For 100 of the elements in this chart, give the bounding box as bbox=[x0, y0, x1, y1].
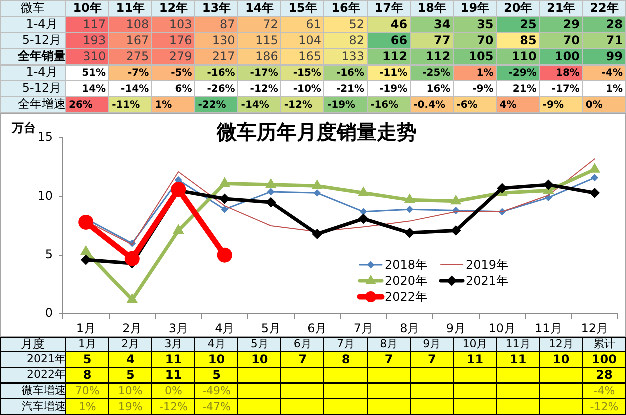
data-label: 176 bbox=[169, 34, 192, 48]
data-label: 275 bbox=[126, 50, 150, 64]
data-label: 115 bbox=[255, 34, 278, 48]
x-tick-label: 12月 bbox=[548, 337, 574, 350]
data-label: 1% bbox=[606, 84, 623, 96]
x-tick-label: 15年 bbox=[288, 0, 318, 15]
x-tick-label: 9月 bbox=[423, 337, 442, 350]
data-label: 70 bbox=[477, 34, 494, 48]
y-tick-label: 2022年 bbox=[27, 368, 66, 382]
data-label: 28 bbox=[596, 368, 613, 382]
data-label: 105 bbox=[468, 50, 494, 64]
data-label: 117 bbox=[83, 18, 106, 32]
data-label: -12% bbox=[590, 400, 619, 414]
x-tick-label: 10年 bbox=[73, 0, 102, 15]
data-label: 87 bbox=[220, 18, 236, 32]
data-label: 11 bbox=[165, 352, 182, 366]
x-tick-label: 2月 bbox=[122, 337, 140, 350]
data-label: 52 bbox=[349, 18, 365, 32]
x-tick-label: 14年 bbox=[245, 0, 274, 15]
data-label: 16% bbox=[426, 84, 451, 96]
data-label: 10 bbox=[553, 352, 570, 366]
data-label: 279 bbox=[169, 50, 192, 64]
data-label: 11 bbox=[466, 352, 484, 366]
data-label: 26% bbox=[69, 100, 93, 112]
data-label: 28 bbox=[606, 18, 623, 32]
data-label: -0.4% bbox=[414, 100, 446, 112]
data-label: 167 bbox=[126, 34, 150, 48]
y-tick-label: 1-4月 bbox=[26, 65, 58, 80]
data-label: 112 bbox=[426, 50, 451, 64]
data-label: 21% bbox=[512, 84, 537, 96]
x-tick-label: 4月 bbox=[215, 321, 235, 336]
data-label: 10 bbox=[251, 352, 268, 366]
x-tick-label: 8月 bbox=[400, 321, 420, 336]
x-tick-label: 累计 bbox=[593, 337, 616, 350]
data-label: -15% bbox=[293, 68, 322, 80]
data-label: 66 bbox=[390, 34, 408, 48]
data-label: -11% bbox=[380, 68, 408, 80]
x-tick-label: 5月 bbox=[250, 337, 269, 350]
y-tick-label: 全年销量 bbox=[17, 49, 66, 64]
y-tick-label: 2021年 bbox=[27, 352, 66, 366]
legend-label: 2021年 bbox=[466, 274, 509, 288]
data-label: -17% bbox=[552, 84, 580, 96]
x-tick-label: 20年 bbox=[504, 0, 533, 15]
data-label: 10% bbox=[118, 384, 143, 398]
x-tick-label: 12年 bbox=[159, 0, 188, 15]
data-label: -7% bbox=[128, 68, 150, 80]
x-tick-label: 9月 bbox=[446, 321, 466, 336]
x-tick-label: 16年 bbox=[332, 0, 360, 15]
x-tick-label: 1月 bbox=[78, 337, 97, 350]
data-label: -11% bbox=[112, 100, 140, 112]
data-label: 103 bbox=[169, 18, 192, 32]
y-tick-label: 微车增速 bbox=[22, 384, 66, 397]
data-label: -14% bbox=[121, 84, 150, 96]
x-tick-label: 19年 bbox=[460, 0, 490, 15]
x-tick-label: 5月 bbox=[261, 321, 281, 336]
x-tick-label: 11月 bbox=[506, 337, 531, 350]
data-label: -6% bbox=[456, 100, 478, 112]
data-label: -21% bbox=[336, 84, 365, 96]
data-label: 0% bbox=[164, 384, 182, 398]
data-label: 25 bbox=[520, 18, 537, 32]
data-label: 14% bbox=[82, 84, 106, 96]
data-label: 82 bbox=[349, 34, 365, 48]
legend-label: 2019年 bbox=[466, 258, 509, 272]
data-label: 310 bbox=[83, 50, 106, 64]
data-label: 4% bbox=[500, 100, 517, 112]
data-label: 5 bbox=[83, 352, 92, 366]
data-label: 77 bbox=[434, 34, 451, 48]
data-label: 4 bbox=[126, 352, 135, 366]
data-label: -9% bbox=[542, 100, 564, 112]
y-tick-label: 全年增速 bbox=[18, 97, 66, 112]
data-label: -10% bbox=[293, 84, 322, 96]
data-label: 100 bbox=[592, 352, 617, 366]
data-label: 19% bbox=[118, 400, 143, 414]
x-tick-label: 4月 bbox=[208, 337, 226, 350]
data-label: 5 bbox=[126, 368, 135, 382]
data-label: 8 bbox=[83, 368, 92, 382]
data-label: 7 bbox=[298, 352, 308, 366]
data-label: -26% bbox=[207, 84, 236, 96]
data-label: -17% bbox=[250, 68, 278, 80]
data-label: 1% bbox=[155, 100, 172, 112]
data-label: 7 bbox=[384, 352, 394, 366]
data-label: 186 bbox=[255, 50, 278, 64]
data-label: -19% bbox=[327, 100, 356, 112]
legend-label: 2022年 bbox=[385, 290, 428, 304]
x-tick-label: 2月 bbox=[122, 321, 142, 336]
y-tick-label: 1-4月 bbox=[26, 17, 58, 32]
data-label: 100 bbox=[554, 50, 580, 64]
data-label: 61 bbox=[306, 18, 322, 32]
data-label: 104 bbox=[298, 34, 322, 48]
y-tick-label: 5-12月 bbox=[22, 33, 62, 48]
data-label: -16% bbox=[370, 100, 399, 112]
x-tick-label: 10月 bbox=[488, 321, 516, 336]
data-label: 133 bbox=[342, 50, 365, 64]
data-label: -12% bbox=[284, 100, 312, 112]
data-label: -19% bbox=[380, 84, 408, 96]
data-label: -16% bbox=[336, 68, 365, 80]
data-label: 11 bbox=[510, 352, 527, 366]
data-label: 8 bbox=[342, 352, 350, 366]
y-axis-title: 月度 bbox=[21, 337, 45, 352]
x-tick-label: 7月 bbox=[337, 337, 355, 350]
